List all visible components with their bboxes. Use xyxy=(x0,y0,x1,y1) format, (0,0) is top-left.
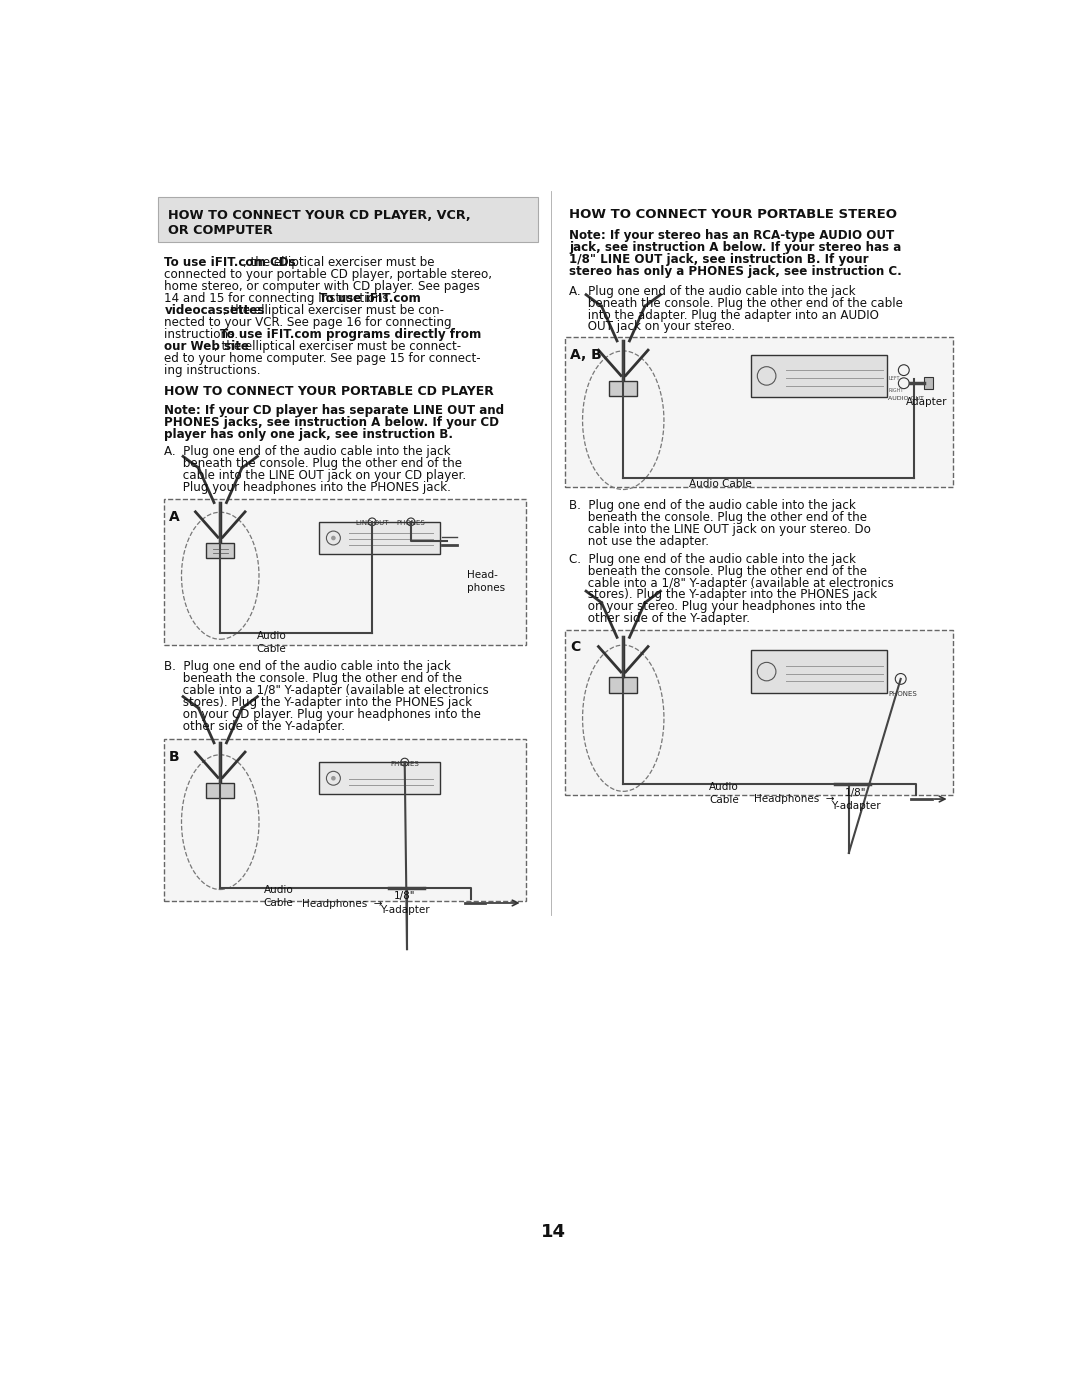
Text: C.  Plug one end of the audio cable into the jack: C. Plug one end of the audio cable into … xyxy=(569,553,856,566)
FancyBboxPatch shape xyxy=(164,739,526,901)
Text: on your CD player. Plug your headphones into the: on your CD player. Plug your headphones … xyxy=(164,708,482,721)
FancyBboxPatch shape xyxy=(159,197,538,242)
Text: other side of the Y-adapter.: other side of the Y-adapter. xyxy=(569,612,750,626)
Text: cable into the LINE OUT jack on your CD player.: cable into the LINE OUT jack on your CD … xyxy=(164,469,467,482)
Text: OR COMPUTER: OR COMPUTER xyxy=(167,224,272,237)
Text: other side of the Y-adapter.: other side of the Y-adapter. xyxy=(164,719,346,733)
Text: A.  Plug one end of the audio cable into the jack: A. Plug one end of the audio cable into … xyxy=(164,444,451,458)
Text: PHONES: PHONES xyxy=(390,760,419,767)
Text: , the elliptical exerciser must be: , the elliptical exerciser must be xyxy=(243,256,435,270)
Text: HOW TO CONNECT YOUR PORTABLE CD PLAYER: HOW TO CONNECT YOUR PORTABLE CD PLAYER xyxy=(164,384,495,398)
Text: beneath the console. Plug the other end of the cable: beneath the console. Plug the other end … xyxy=(569,296,903,310)
Text: To use iFIT.com CDs: To use iFIT.com CDs xyxy=(164,256,296,270)
Text: Note: If your CD player has separate LINE OUT and: Note: If your CD player has separate LIN… xyxy=(164,404,504,418)
Text: Note: If your stereo has an RCA-type AUDIO OUT: Note: If your stereo has an RCA-type AUD… xyxy=(569,229,894,242)
Text: B: B xyxy=(170,750,179,764)
Text: beneath the console. Plug the other end of the: beneath the console. Plug the other end … xyxy=(164,457,462,469)
Text: Headphones  →: Headphones → xyxy=(754,793,834,803)
Text: OUT jack on your stereo.: OUT jack on your stereo. xyxy=(569,320,735,334)
Text: Plug your headphones into the PHONES jack.: Plug your headphones into the PHONES jac… xyxy=(164,481,451,493)
Text: ing instructions.: ing instructions. xyxy=(164,363,261,377)
Text: beneath the console. Plug the other end of the: beneath the console. Plug the other end … xyxy=(569,564,867,577)
Text: home stereo, or computer with CD player. See pages: home stereo, or computer with CD player.… xyxy=(164,279,481,293)
FancyBboxPatch shape xyxy=(320,522,440,555)
FancyBboxPatch shape xyxy=(320,763,440,795)
Text: , the elliptical exerciser must be connect-: , the elliptical exerciser must be conne… xyxy=(214,339,461,352)
Text: beneath the console. Plug the other end of the: beneath the console. Plug the other end … xyxy=(569,511,867,524)
Text: To use iFIT.com: To use iFIT.com xyxy=(319,292,420,305)
Text: instructions.: instructions. xyxy=(164,328,242,341)
Text: Audio
Cable: Audio Cable xyxy=(264,886,294,908)
Text: cable into a 1/8" Y-adapter (available at electronics: cable into a 1/8" Y-adapter (available a… xyxy=(569,577,894,590)
Text: , the elliptical exerciser must be con-: , the elliptical exerciser must be con- xyxy=(222,305,444,317)
Text: Head-
phones: Head- phones xyxy=(467,570,504,592)
Text: B.  Plug one end of the audio cable into the jack: B. Plug one end of the audio cable into … xyxy=(164,661,451,673)
Text: 1/8"
Y-adapter: 1/8" Y-adapter xyxy=(380,891,430,915)
Text: Audio
Cable: Audio Cable xyxy=(257,631,286,654)
Text: Headphones  →: Headphones → xyxy=(302,900,383,909)
Text: PHONES: PHONES xyxy=(889,692,917,697)
Text: 14: 14 xyxy=(541,1222,566,1241)
Circle shape xyxy=(332,535,336,541)
Text: cable into a 1/8" Y-adapter (available at electronics: cable into a 1/8" Y-adapter (available a… xyxy=(164,685,489,697)
Text: player has only one jack, see instruction B.: player has only one jack, see instructio… xyxy=(164,427,454,441)
FancyBboxPatch shape xyxy=(565,630,953,795)
Text: cable into the LINE OUT jack on your stereo. Do: cable into the LINE OUT jack on your ste… xyxy=(569,522,870,535)
Text: not use the adapter.: not use the adapter. xyxy=(569,535,708,548)
Text: videocassettes: videocassettes xyxy=(164,305,265,317)
Text: Adapter: Adapter xyxy=(906,397,947,407)
Circle shape xyxy=(332,775,336,781)
Text: RIGHT: RIGHT xyxy=(889,388,904,393)
Text: HOW TO CONNECT YOUR PORTABLE STEREO: HOW TO CONNECT YOUR PORTABLE STEREO xyxy=(569,208,897,221)
Text: To use iFIT.com programs directly from: To use iFIT.com programs directly from xyxy=(220,328,482,341)
FancyBboxPatch shape xyxy=(206,782,234,798)
Text: on your stereo. Plug your headphones into the: on your stereo. Plug your headphones int… xyxy=(569,601,865,613)
Text: into the adapter. Plug the adapter into an AUDIO: into the adapter. Plug the adapter into … xyxy=(569,309,879,321)
Text: stores). Plug the Y-adapter into the PHONES jack: stores). Plug the Y-adapter into the PHO… xyxy=(569,588,877,602)
Text: LINE OUT: LINE OUT xyxy=(356,520,389,527)
Text: B.  Plug one end of the audio cable into the jack: B. Plug one end of the audio cable into … xyxy=(569,499,855,511)
Text: A: A xyxy=(170,510,180,524)
Text: Audio
Cable: Audio Cable xyxy=(710,782,739,805)
Text: LEFT: LEFT xyxy=(889,376,900,380)
FancyBboxPatch shape xyxy=(565,337,953,488)
Text: 1/8"
Y-adapter: 1/8" Y-adapter xyxy=(831,788,880,812)
Text: beneath the console. Plug the other end of the: beneath the console. Plug the other end … xyxy=(164,672,462,686)
Text: stereo has only a PHONES jack, see instruction C.: stereo has only a PHONES jack, see instr… xyxy=(569,265,902,278)
Text: stores). Plug the Y-adapter into the PHONES jack: stores). Plug the Y-adapter into the PHO… xyxy=(164,696,473,710)
FancyBboxPatch shape xyxy=(924,377,933,390)
FancyBboxPatch shape xyxy=(609,381,637,397)
Text: connected to your portable CD player, portable stereo,: connected to your portable CD player, po… xyxy=(164,268,492,281)
FancyBboxPatch shape xyxy=(206,542,234,557)
FancyBboxPatch shape xyxy=(164,499,526,645)
Text: PHONES jacks, see instruction A below. If your CD: PHONES jacks, see instruction A below. I… xyxy=(164,416,499,429)
Text: A, B: A, B xyxy=(570,348,602,362)
Text: ed to your home computer. See page 15 for connect-: ed to your home computer. See page 15 fo… xyxy=(164,352,481,365)
Text: AUDIO OUT: AUDIO OUT xyxy=(889,395,924,401)
Text: 1/8" LINE OUT jack, see instruction B. If your: 1/8" LINE OUT jack, see instruction B. I… xyxy=(569,253,868,265)
FancyBboxPatch shape xyxy=(609,678,637,693)
Text: A.  Plug one end of the audio cable into the jack: A. Plug one end of the audio cable into … xyxy=(569,285,855,298)
FancyBboxPatch shape xyxy=(751,355,887,397)
FancyBboxPatch shape xyxy=(751,651,887,693)
Text: Audio Cable: Audio Cable xyxy=(689,479,752,489)
Text: PHONES: PHONES xyxy=(396,520,426,527)
Text: C: C xyxy=(570,640,580,654)
Text: HOW TO CONNECT YOUR CD PLAYER, VCR,: HOW TO CONNECT YOUR CD PLAYER, VCR, xyxy=(167,210,470,222)
Text: jack, see instruction A below. If your stereo has a: jack, see instruction A below. If your s… xyxy=(569,242,901,254)
Text: nected to your VCR. See page 16 for connecting: nected to your VCR. See page 16 for conn… xyxy=(164,316,453,328)
Text: our Web site: our Web site xyxy=(164,339,249,352)
Text: 14 and 15 for connecting instructions.: 14 and 15 for connecting instructions. xyxy=(164,292,396,305)
